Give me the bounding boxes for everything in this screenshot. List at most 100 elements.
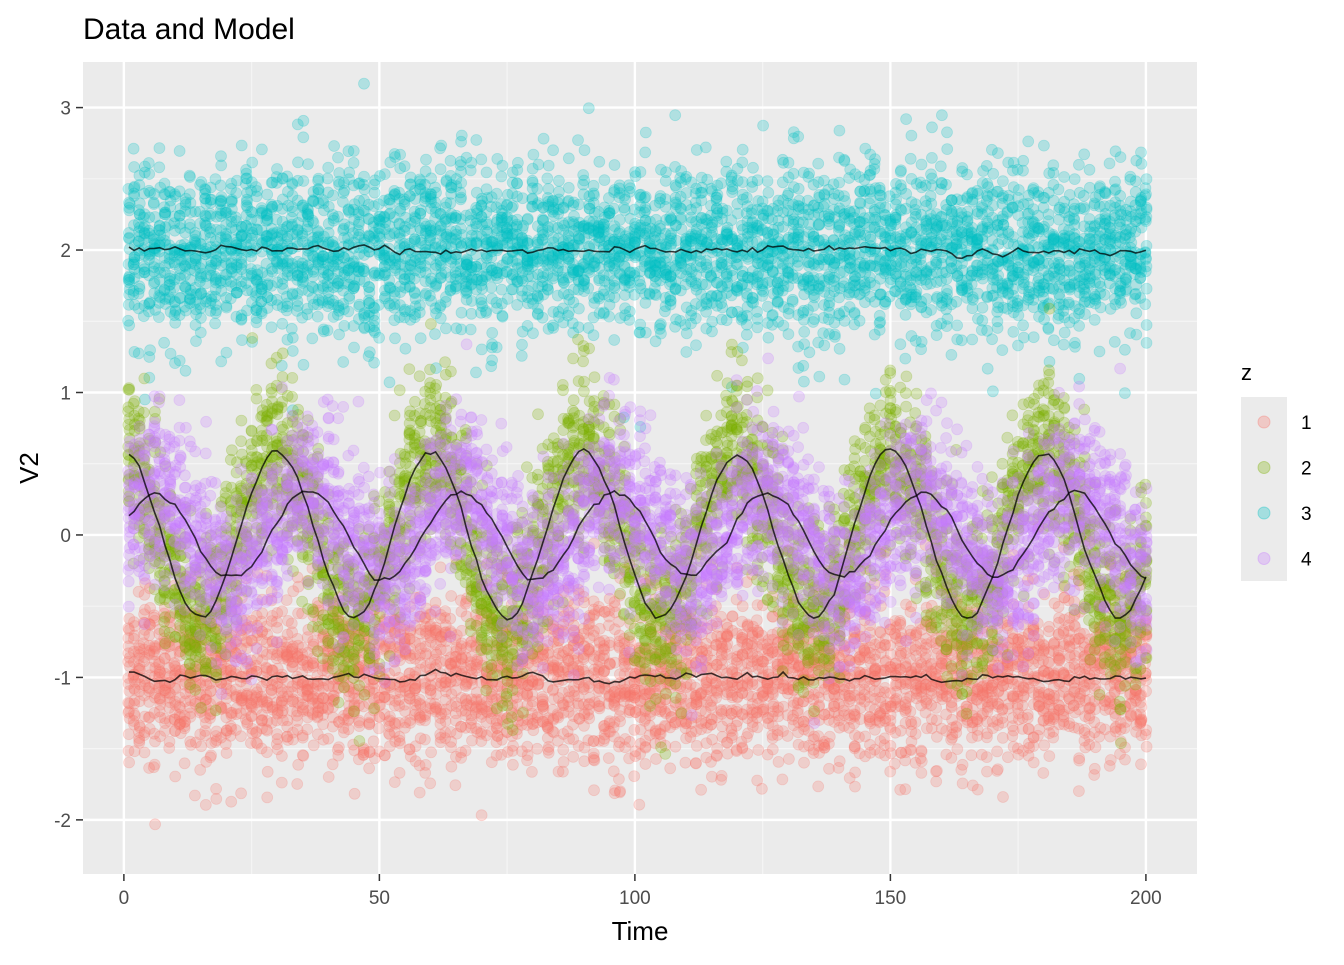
data-point [905,153,916,164]
data-point [144,352,155,363]
data-point [813,158,824,169]
data-point [487,327,498,338]
data-point [762,176,773,187]
data-point [1053,184,1064,195]
data-point [338,357,349,368]
data-point [124,202,135,213]
data-point [997,176,1008,187]
data-point [476,154,487,165]
data-point [516,350,527,361]
data-point [538,133,549,144]
data-point [599,175,610,186]
data-point [1080,309,1091,320]
data-point [936,110,947,121]
data-point [322,173,333,184]
data-point [1140,266,1151,277]
data-point [808,317,819,328]
data-point [640,327,651,338]
data-point [977,315,988,326]
data-point [543,160,554,171]
data-point [573,135,584,146]
data-point [144,169,155,180]
data-point [364,717,375,728]
data-point [286,618,297,629]
data-point [1140,299,1151,310]
data-point [946,349,957,360]
data-point [221,748,232,759]
data-point [869,164,880,175]
data-point [660,175,671,186]
data-point [737,144,748,155]
data-point [230,212,241,223]
data-point [415,333,426,344]
data-point [952,320,963,331]
data-point [359,78,370,89]
data-point [364,763,375,774]
data-point [748,162,759,173]
data-point [528,149,539,160]
data-point [823,300,834,311]
data-point [916,159,927,170]
data-point [532,183,543,194]
data-point [210,318,221,329]
data-point [788,168,799,179]
data-point [747,293,758,304]
data-point [942,144,953,155]
data-point [670,110,681,121]
data-point [854,315,865,326]
data-point [184,189,195,200]
data-point [328,190,339,201]
data-point [184,170,195,181]
data-point [143,158,154,169]
data-point [303,159,314,170]
data-point [384,377,395,388]
data-point [1018,320,1029,331]
data-point [752,175,763,186]
data-point [236,788,247,799]
data-point [200,799,211,810]
data-point [196,741,207,752]
data-point [608,203,619,214]
data-point [215,180,226,191]
data-point [236,257,247,268]
data-point [988,168,999,179]
data-point [364,347,375,358]
data-point [189,790,200,801]
data-point [763,332,774,343]
data-point [640,202,651,213]
data-point [1089,314,1100,325]
data-point [149,612,160,623]
data-point [906,130,917,141]
data-point [1069,337,1080,348]
data-point [1008,326,1019,337]
data-point [1043,209,1054,220]
data-point [1140,214,1151,225]
data-point [251,182,262,193]
data-point [266,322,277,333]
data-point [962,169,973,180]
data-point [344,293,355,304]
data-point [752,322,763,333]
data-point [727,270,738,281]
data-point [901,114,912,125]
data-point [430,329,441,340]
data-point [512,178,523,189]
data-point [982,363,993,374]
data-point [1059,172,1070,183]
data-point [216,160,227,171]
data-point [272,729,283,740]
data-point [793,183,804,194]
data-point [445,198,456,209]
data-point [839,154,850,165]
data-point [1018,165,1029,176]
data-point [1028,332,1039,343]
data-point [353,225,364,236]
data-point [276,751,287,762]
data-point [1095,302,1106,313]
data-point [624,314,635,325]
data-point [880,202,891,213]
data-point [900,353,911,364]
data-point [752,306,763,317]
data-point [456,307,467,318]
data-point [548,145,559,156]
